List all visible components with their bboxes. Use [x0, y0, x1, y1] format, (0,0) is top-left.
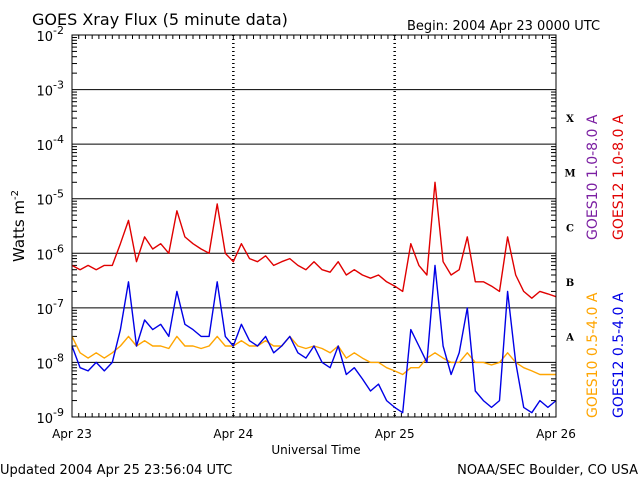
series-line-goes12-1-0-8-0-a: [71, 181, 557, 299]
y-tick-label: 10-3: [36, 79, 64, 100]
legend-entry: GOES10 1.0-8.0 A: [585, 114, 601, 240]
flare-class-labels: A B C M X: [564, 114, 575, 343]
x-tick-label: Apr 23: [52, 427, 92, 441]
x-axis-label: Universal Time: [271, 443, 360, 457]
x-tick-labels: Apr 23 Apr 24 Apr 25 Apr 26: [52, 427, 576, 441]
legend-entry: GOES12 0.5-4.0 A: [611, 292, 627, 418]
series-line-goes12-0-5-4-0-a: [71, 264, 557, 414]
y-tick-label: 10-8: [36, 351, 64, 372]
grid-layer: [71, 35, 557, 417]
series-layer: [71, 181, 557, 414]
flare-class-label: X: [566, 114, 574, 125]
series-line-goes10-0-5-4-0-a: [71, 335, 556, 376]
legend-entry: GOES10 0.5-4.0 A: [585, 292, 601, 418]
legend: GOES10 1.0-8.0 A GOES12 1.0-8.0 A GOES10 0…: [585, 114, 627, 418]
flare-class-label: B: [566, 278, 574, 289]
credit-footer: NOAA/SEC Boulder, CO USA: [457, 463, 638, 478]
flare-class-label: A: [565, 332, 574, 343]
flare-class-label: M: [564, 169, 575, 180]
x-tick-label: Apr 26: [536, 427, 576, 441]
y-axis-label: Watts m-2: [10, 190, 28, 262]
begin-label: Begin: 2004 Apr 23 0000 UTC: [407, 19, 600, 34]
flare-class-label: C: [566, 223, 574, 234]
y-tick-label: 10-9: [36, 406, 64, 427]
updated-footer: Updated 2004 Apr 25 23:56:04 UTC: [0, 463, 232, 478]
y-tick-label: 10-4: [36, 133, 64, 154]
x-tick-label: Apr 24: [213, 427, 253, 441]
legend-entry: GOES12 1.0-8.0 A: [611, 114, 627, 240]
chart-title: GOES Xray Flux (5 minute data): [32, 10, 288, 29]
y-tick-label: 10-6: [36, 242, 64, 263]
y-tick-label: 10-5: [36, 188, 64, 209]
y-tick-label: 10-7: [36, 297, 64, 318]
plot-frame: [71, 34, 557, 418]
x-tick-label: Apr 25: [375, 427, 415, 441]
y-tick-labels: 10-9 10-8 10-7 10-6 10-5 10-4 10-3 10-2: [36, 24, 64, 427]
y-tick-label: 10-2: [36, 24, 64, 45]
